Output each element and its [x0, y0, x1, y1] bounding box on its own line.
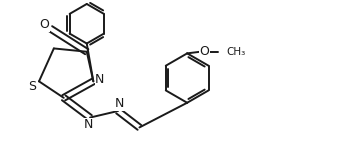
Text: N: N — [115, 97, 124, 110]
Text: O: O — [40, 18, 49, 31]
Text: S: S — [28, 80, 36, 93]
Text: N: N — [95, 73, 105, 86]
Text: N: N — [84, 118, 93, 131]
Text: O: O — [199, 45, 209, 58]
Text: CH₃: CH₃ — [227, 47, 246, 57]
